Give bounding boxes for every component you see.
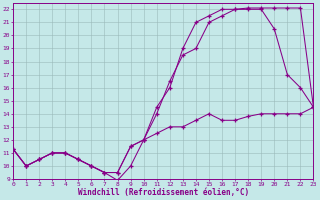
X-axis label: Windchill (Refroidissement éolien,°C): Windchill (Refroidissement éolien,°C): [78, 188, 249, 197]
